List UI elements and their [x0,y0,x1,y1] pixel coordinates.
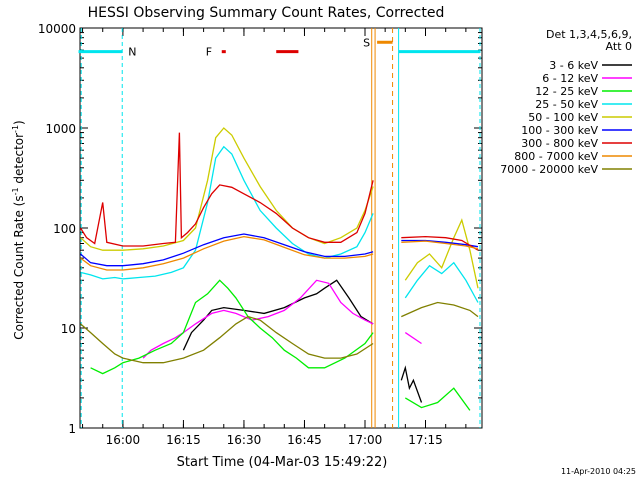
y-axis-label: Corrected Count Rate (s-1 detector-1) [11,120,26,339]
flag-label-F: F [206,46,212,59]
y-axis-label-end: ) [12,120,26,125]
x-tick-label-17:15: 17:15 [408,433,443,447]
plot-frame [79,27,483,429]
series-line-300-800keV [401,235,479,251]
legend-label-3: 25 - 50 keV [535,98,598,111]
observing-flags: N FS [78,28,481,428]
x-tick-label-16:15: 16:15 [166,433,201,447]
y-tick-label-10: 10 [61,322,76,336]
legend-label-6: 300 - 800 keV [521,137,598,150]
flag-label-N: N [128,46,136,59]
y-tick-label-1000: 1000 [45,122,76,136]
legend-header-line-2: Att 0 [606,40,632,53]
series-line-3-6keV [182,279,374,351]
x-tick-label-16:00: 16:00 [106,433,141,447]
y-axis-label-sup-2: -1 [11,125,20,133]
legend-label-8: 7000 - 20000 keV [500,163,598,176]
y-axis-label-mid: detector [12,133,26,188]
series-line-7000-20000keV [80,315,374,364]
legend-label-0: 3 - 6 keV [549,59,598,72]
series-line-6-12keV [404,332,422,345]
series-line-12-25keV [404,387,471,411]
y-axis-label-base: Corrected Count Rate (s [12,195,26,339]
legend-label-5: 100 - 300 keV [521,124,598,137]
footer-date: 11-Apr-2010 04:25 [561,467,636,476]
x-axis-label: Start Time (04-Mar-03 15:49:22) [177,455,388,470]
series-line-25-50keV [404,261,479,303]
x-tick-label-17:00: 17:00 [348,433,383,447]
series-line-800-7000keV [401,240,479,250]
flag-label-S: S [363,36,370,49]
legend-header-line-1: Det 1,3,4,5,6,9, [546,28,632,41]
series-line-7000-20000keV [401,301,479,318]
x-tick-label-16:30: 16:30 [227,433,262,447]
legend-label-1: 6 - 12 keV [542,72,598,85]
chart-title: HESSI Observing Summary Count Rates, Cor… [88,5,445,21]
series-line-50-100keV [404,218,479,289]
legend-label-7: 800 - 7000 keV [514,150,598,163]
y-tick-label-1: 1 [68,422,76,436]
y-axis-label-sup-1: -1 [11,187,20,195]
series-line-12-25keV [90,279,374,375]
x-tick-label-16:45: 16:45 [287,433,322,447]
series-line-100-300keV [80,233,374,267]
series-line-300-800keV [79,132,374,247]
plot-axes: 1 10 100 1000 10000 16:00 16:15 16:30 16:45 17:00… [38,22,483,447]
legend-label-4: 50 - 100 keV [528,111,598,124]
legend-label-2: 12 - 25 keV [535,85,598,98]
y-tick-label-100: 100 [53,222,76,236]
series-line-800-7000keV [80,235,374,271]
series-line-25-50keV [80,145,374,280]
series-line-50-100keV [80,127,374,251]
series-line-3-6keV [400,365,423,403]
y-tick-label-10000: 10000 [38,22,76,36]
series-lines [79,127,479,411]
